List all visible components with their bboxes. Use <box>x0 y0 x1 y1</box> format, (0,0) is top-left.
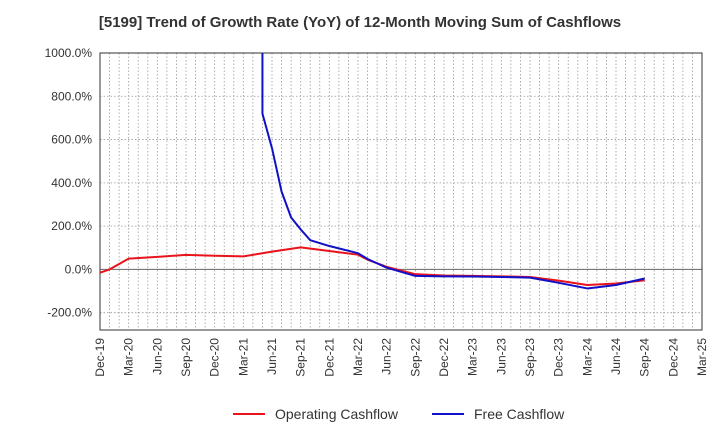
x-tick-label: Sep-23 <box>523 338 537 377</box>
x-tick-label: Mar-20 <box>122 338 136 376</box>
legend: Operating Cashflow Free Cashflow <box>233 406 565 422</box>
x-tick-label: Jun-23 <box>494 338 508 375</box>
x-tick-label: Jun-22 <box>380 338 394 375</box>
x-tick-label: Dec-21 <box>322 338 336 377</box>
chart-title: [5199] Trend of Growth Rate (YoY) of 12-… <box>98 14 622 31</box>
x-tick-label: Dec-22 <box>437 338 451 377</box>
x-tick-label: Jun-21 <box>265 338 279 375</box>
x-tick-label: Jun-24 <box>609 338 623 375</box>
series-layer <box>100 53 645 290</box>
y-tick-label: 400.0% <box>51 176 92 190</box>
x-tick-label: Jun-20 <box>150 338 164 375</box>
y-tick-label: 1000.0% <box>45 46 93 60</box>
axis-layer: -200.0% 0.0% 200.0% 400.0% 600.0% 800.0% 1000.… <box>45 46 709 377</box>
x-tick-label: Mar-24 <box>580 338 594 376</box>
legend-label: Free Cashflow <box>474 406 565 422</box>
y-tick-label: -200.0% <box>47 306 92 320</box>
plot-frame <box>99 52 703 331</box>
x-tick-label: Dec-20 <box>208 338 222 377</box>
y-tick-label: 600.0% <box>51 133 92 147</box>
x-tick-label: Sep-24 <box>638 338 652 377</box>
x-tick-label: Sep-20 <box>179 338 193 377</box>
x-tick-label: Mar-22 <box>351 338 365 376</box>
x-tick-label: Dec-23 <box>552 338 566 377</box>
x-tick-label: Mar-21 <box>236 338 250 376</box>
y-tick-label: 800.0% <box>51 89 92 103</box>
x-tick-label: Mar-25 <box>695 338 709 376</box>
legend-label: Operating Cashflow <box>275 406 399 422</box>
plot-area <box>100 53 702 330</box>
x-tick-label: Dec-24 <box>666 338 680 377</box>
x-tick-label: Sep-22 <box>408 338 422 377</box>
y-tick-label: 200.0% <box>51 219 92 233</box>
y-tick-label: 0.0% <box>65 262 93 276</box>
x-tick-label: Sep-21 <box>294 338 308 377</box>
x-tick-label: Dec-19 <box>93 338 107 377</box>
series-line-operating-cashflow <box>100 246 645 286</box>
series-line-free-cashflow <box>261 53 645 290</box>
x-tick-label: Mar-23 <box>466 338 480 376</box>
